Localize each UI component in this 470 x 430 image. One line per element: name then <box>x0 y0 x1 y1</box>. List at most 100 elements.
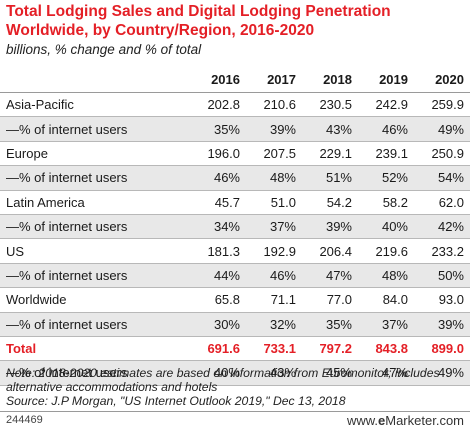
value-cell: 51% <box>302 165 358 191</box>
value-cell: 93.0 <box>414 287 470 313</box>
value-cell: 242.9 <box>358 92 414 118</box>
table-row: Worldwide 65.8 71.1 77.0 84.0 93.0 <box>0 287 470 313</box>
row-label: —% of internet users <box>0 116 190 142</box>
value-cell: 797.2 <box>302 336 358 362</box>
value-cell: 49% <box>414 116 470 142</box>
value-cell: 47% <box>358 360 414 386</box>
value-cell: 206.4 <box>302 238 358 264</box>
value-cell: 259.9 <box>414 92 470 118</box>
table-row: Europe 196.0 207.5 229.1 239.1 250.9 <box>0 141 470 167</box>
chart-title: Total Lodging Sales and Digital Lodging … <box>6 3 391 39</box>
total-row: Total 691.6 733.1 797.2 843.8 899.0 <box>0 336 470 362</box>
table-row: US 181.3 192.9 206.4 219.6 233.2 <box>0 238 470 264</box>
data-table: 2016 2017 2018 2019 2020 Asia-Pacific 202… <box>0 66 470 386</box>
chart-subtitle: billions, % change and % of total <box>6 42 202 57</box>
value-cell: 32% <box>246 312 302 337</box>
chart-id: 244469 <box>6 414 43 426</box>
value-cell: 45.7 <box>190 190 246 215</box>
table-row: —% of internet users 30% 32% 35% 37% 39% <box>0 312 470 337</box>
emarketer-logo: www.eMarketer.com <box>347 413 464 428</box>
value-cell: 65.8 <box>190 287 246 313</box>
table-row: Latin America 45.7 51.0 54.2 58.2 62.0 <box>0 190 470 215</box>
source-text: Source: J.P Morgan, "US Internet Outlook… <box>6 394 346 408</box>
logo-prefix: www. <box>346 413 379 428</box>
value-cell: 43% <box>246 360 302 386</box>
value-cell: 733.1 <box>246 336 302 362</box>
value-cell: 843.8 <box>358 336 414 362</box>
value-cell: 48% <box>246 165 302 191</box>
value-cell: 44% <box>190 263 246 289</box>
value-cell: 39% <box>414 312 470 337</box>
note-text: Note: 2018-2020 estimates are based on i… <box>6 366 440 394</box>
year-header: 2019 <box>358 66 414 93</box>
value-cell: 35% <box>190 116 246 142</box>
year-header: 2017 <box>246 66 302 93</box>
value-cell: 210.6 <box>246 92 302 118</box>
row-label: —% of internet users <box>0 214 190 240</box>
header-label-cell <box>0 66 190 93</box>
table-row: —% of internet users 44% 46% 47% 48% 50% <box>0 263 470 289</box>
value-cell: 239.1 <box>358 141 414 167</box>
table-body: Asia-Pacific 202.8 210.6 230.5 242.9 259.9 —% … <box>0 92 470 386</box>
year-header: 2018 <box>302 66 358 93</box>
chart-note: Note: 2018-2020 estimates are based on i… <box>6 366 466 408</box>
value-cell: 77.0 <box>302 287 358 313</box>
row-label: —% of internet users <box>0 360 190 386</box>
value-cell: 40% <box>190 360 246 386</box>
value-cell: 47% <box>302 263 358 289</box>
table-row: —% of internet users 40% 43% 45% 47% 49% <box>0 360 470 386</box>
value-cell: 250.9 <box>414 141 470 167</box>
row-label: —% of internet users <box>0 263 190 289</box>
value-cell: 52% <box>358 165 414 191</box>
row-label: Worldwide <box>0 287 190 313</box>
row-label: Europe <box>0 141 190 167</box>
logo-e: e <box>378 413 386 428</box>
value-cell: 84.0 <box>358 287 414 313</box>
value-cell: 54% <box>414 165 470 191</box>
value-cell: 30% <box>190 312 246 337</box>
value-cell: 40% <box>358 214 414 240</box>
table-row: —% of internet users 46% 48% 51% 52% 54% <box>0 165 470 191</box>
value-cell: 43% <box>302 116 358 142</box>
table-row: Asia-Pacific 202.8 210.6 230.5 242.9 259.9 <box>0 92 470 118</box>
value-cell: 233.2 <box>414 238 470 264</box>
value-cell: 691.6 <box>190 336 246 362</box>
table-row: —% of internet users 34% 37% 39% 40% 42% <box>0 214 470 240</box>
value-cell: 39% <box>302 214 358 240</box>
value-cell: 42% <box>414 214 470 240</box>
value-cell: 45% <box>302 360 358 386</box>
value-cell: 219.6 <box>358 238 414 264</box>
value-cell: 46% <box>246 263 302 289</box>
value-cell: 39% <box>246 116 302 142</box>
value-cell: 181.3 <box>190 238 246 264</box>
footer-divider <box>0 411 470 412</box>
value-cell: 202.8 <box>190 92 246 118</box>
value-cell: 196.0 <box>190 141 246 167</box>
logo-name: Marketer <box>385 413 436 428</box>
value-cell: 62.0 <box>414 190 470 215</box>
value-cell: 229.1 <box>302 141 358 167</box>
value-cell: 230.5 <box>302 92 358 118</box>
table-row: —% of internet users 35% 39% 43% 46% 49% <box>0 116 470 142</box>
logo-suffix: .com <box>435 413 464 428</box>
row-label: —% of internet users <box>0 312 190 337</box>
value-cell: 35% <box>302 312 358 337</box>
header-row: 2016 2017 2018 2019 2020 <box>0 66 470 93</box>
value-cell: 46% <box>190 165 246 191</box>
value-cell: 49% <box>414 360 470 386</box>
value-cell: 207.5 <box>246 141 302 167</box>
value-cell: 37% <box>246 214 302 240</box>
value-cell: 34% <box>190 214 246 240</box>
value-cell: 37% <box>358 312 414 337</box>
value-cell: 46% <box>358 116 414 142</box>
value-cell: 48% <box>358 263 414 289</box>
row-label: Asia-Pacific <box>0 92 190 118</box>
year-header: 2016 <box>190 66 246 93</box>
row-label: —% of internet users <box>0 165 190 191</box>
row-label: Total <box>0 336 190 362</box>
value-cell: 192.9 <box>246 238 302 264</box>
value-cell: 50% <box>414 263 470 289</box>
year-header: 2020 <box>414 66 470 93</box>
row-label: US <box>0 238 190 264</box>
value-cell: 899.0 <box>414 336 470 362</box>
